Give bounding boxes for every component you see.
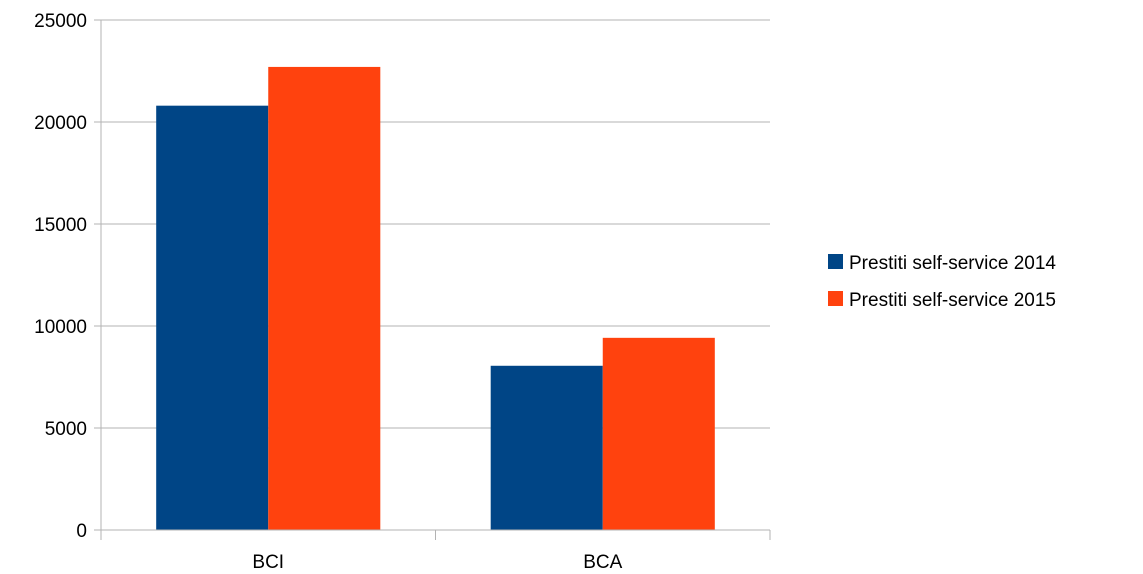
y-tick-label: 0 [76, 521, 87, 542]
x-tick-label: BCA [583, 552, 622, 573]
legend-item: Prestiti self-service 2015 [828, 290, 1056, 311]
y-tick-label: 15000 [34, 215, 87, 236]
y-tick-label: 5000 [45, 419, 87, 440]
axes [94, 19, 771, 540]
x-tick-label: BCI [252, 552, 284, 573]
legend-label: Prestiti self-service 2014 [849, 253, 1056, 274]
bar-bca-series-0 [490, 365, 603, 530]
x-axis-tick-labels: BCI BCA [252, 552, 622, 573]
bar-bci-series-1 [268, 66, 381, 531]
legend-item: Prestiti self-service 2014 [828, 253, 1056, 274]
y-tick-label: 25000 [34, 11, 87, 32]
y-tick-label: 20000 [34, 113, 87, 134]
legend: Prestiti self-service 2014 Prestiti self-… [828, 253, 1056, 311]
bars [156, 66, 715, 531]
legend-swatch [828, 291, 843, 306]
legend-label: Prestiti self-service 2015 [849, 290, 1056, 311]
bar-bci-series-0 [156, 105, 269, 531]
legend-swatch [828, 254, 843, 269]
bar-bca-series-1 [602, 337, 715, 530]
y-tick-label: 10000 [34, 317, 87, 338]
y-axis-tick-labels: 0 5000 10000 15000 20000 25000 [34, 11, 87, 542]
